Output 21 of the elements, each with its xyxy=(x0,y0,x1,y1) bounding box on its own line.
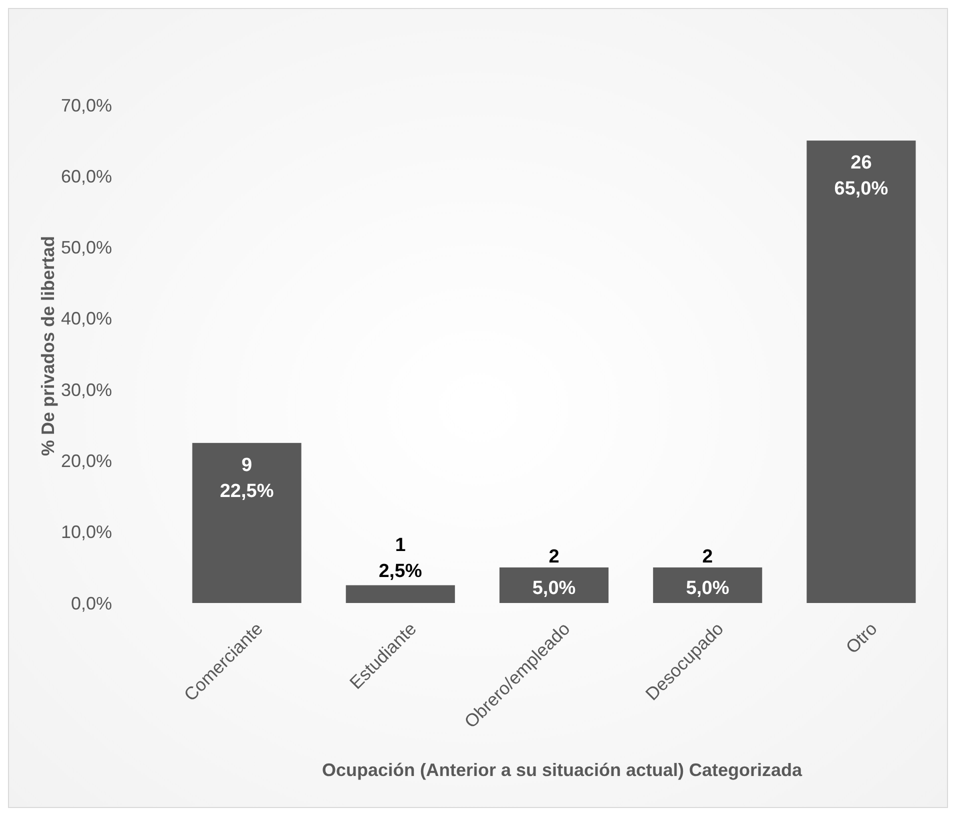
data-label: 9 22,5% xyxy=(220,454,274,502)
bar xyxy=(653,567,762,603)
x-axis-title: Ocupación (Anterior a su situación actual) Categorizada xyxy=(322,760,804,780)
bar xyxy=(806,140,916,603)
x-tick-label: Otro xyxy=(842,618,881,658)
data-label: 1 2,5% xyxy=(378,535,422,582)
y-axis-title: % De privados de libertad xyxy=(38,236,58,456)
y-tick-label: 20,0% xyxy=(60,451,112,472)
y-tick-label: 10,0% xyxy=(60,522,112,542)
y-tick-label: 60,0% xyxy=(60,166,112,186)
data-label: 2 5,0% xyxy=(686,546,730,599)
y-tick-label: 30,0% xyxy=(60,380,112,400)
data-label: 2 5,0% xyxy=(532,546,576,599)
bar xyxy=(192,442,302,603)
y-tick-label: 70,0% xyxy=(60,95,112,116)
bar xyxy=(346,585,455,603)
bar xyxy=(499,567,609,603)
y-tick-label: 50,0% xyxy=(60,238,112,258)
data-label: 26 65,0% xyxy=(834,152,888,200)
y-tick-label: 0,0% xyxy=(70,593,112,614)
y-tick-label: 40,0% xyxy=(60,308,112,329)
